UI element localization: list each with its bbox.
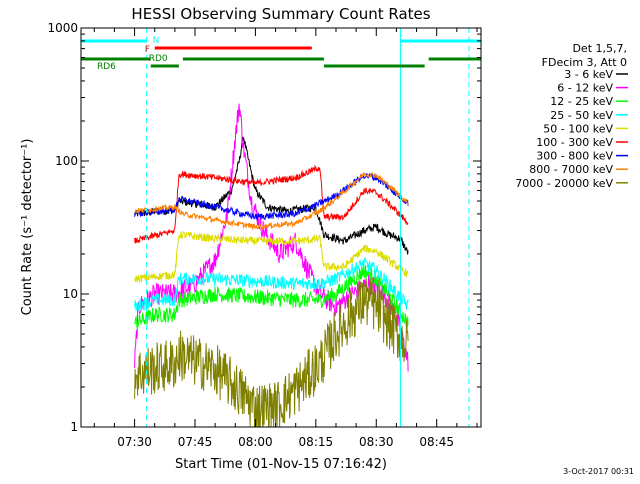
footer-date: 3-Oct-2017 00:31 (563, 467, 634, 476)
series-line-12-25-kev (134, 265, 409, 330)
x-tick-label: 08:15 (299, 435, 334, 449)
series-group (134, 103, 409, 428)
x-tick-label: 08:30 (359, 435, 394, 449)
legend-label-50-100-kev: 50 - 100 keV (543, 122, 613, 135)
axes-group: 07:30 07:45 08:00 08:15 08:30 08:45 1 10 100 1000 (47, 21, 481, 449)
legend-label-100-300-kev: 100 - 300 keV (536, 136, 613, 149)
n-flag-label: N (153, 36, 160, 46)
x-tick-label: 07:30 (117, 435, 152, 449)
chart-title: HESSI Observing Summary Count Rates (131, 5, 430, 23)
legend-label-25-50-kev: 25 - 50 keV (550, 109, 613, 122)
y-axis-label: Count Rate (s⁻¹ detector⁻¹) (20, 139, 35, 316)
series-line-800-7000-kev (134, 172, 409, 231)
rd0-flag-label: RD0 (149, 54, 168, 64)
x-tick-label: 07:45 (178, 435, 213, 449)
x-tick-label: 08:45 (419, 435, 454, 449)
legend-label-800-7000-kev: 800 - 7000 keV (529, 163, 613, 176)
legend-label-12-25-kev: 12 - 25 keV (550, 95, 613, 108)
legend-label-6-12-kev: 6 - 12 keV (557, 82, 613, 95)
y-tick-label: 100 (55, 154, 78, 168)
f-flag-label: F (145, 45, 150, 55)
series-line-7000-20000-kev (134, 278, 409, 428)
series-line-50-100-kev (134, 230, 409, 284)
x-axis-label: Start Time (01-Nov-15 07:16:42) (175, 457, 387, 472)
x-tick-label: 08:00 (238, 435, 273, 449)
series-line-100-300-kev (134, 164, 409, 244)
legend-header-line-1: Det 1,5,7, (572, 42, 627, 55)
y-tick-label: 1 (70, 420, 78, 434)
rd6-flag-label: RD6 (97, 62, 116, 72)
series-line-25-50-kev (134, 257, 409, 313)
legend-label-300-800-kev: 300 - 800 keV (536, 150, 613, 163)
y-tick-label: 1000 (47, 21, 78, 35)
legend-label-7000-20000-kev: 7000 - 20000 keV (515, 177, 613, 190)
plot-frame (80, 27, 482, 428)
y-tick-label: 10 (63, 287, 78, 301)
legend-label-3-6-kev: 3 - 6 keV (564, 68, 613, 81)
legend-header-line-2: FDecim 3, Att 0 (542, 56, 627, 69)
